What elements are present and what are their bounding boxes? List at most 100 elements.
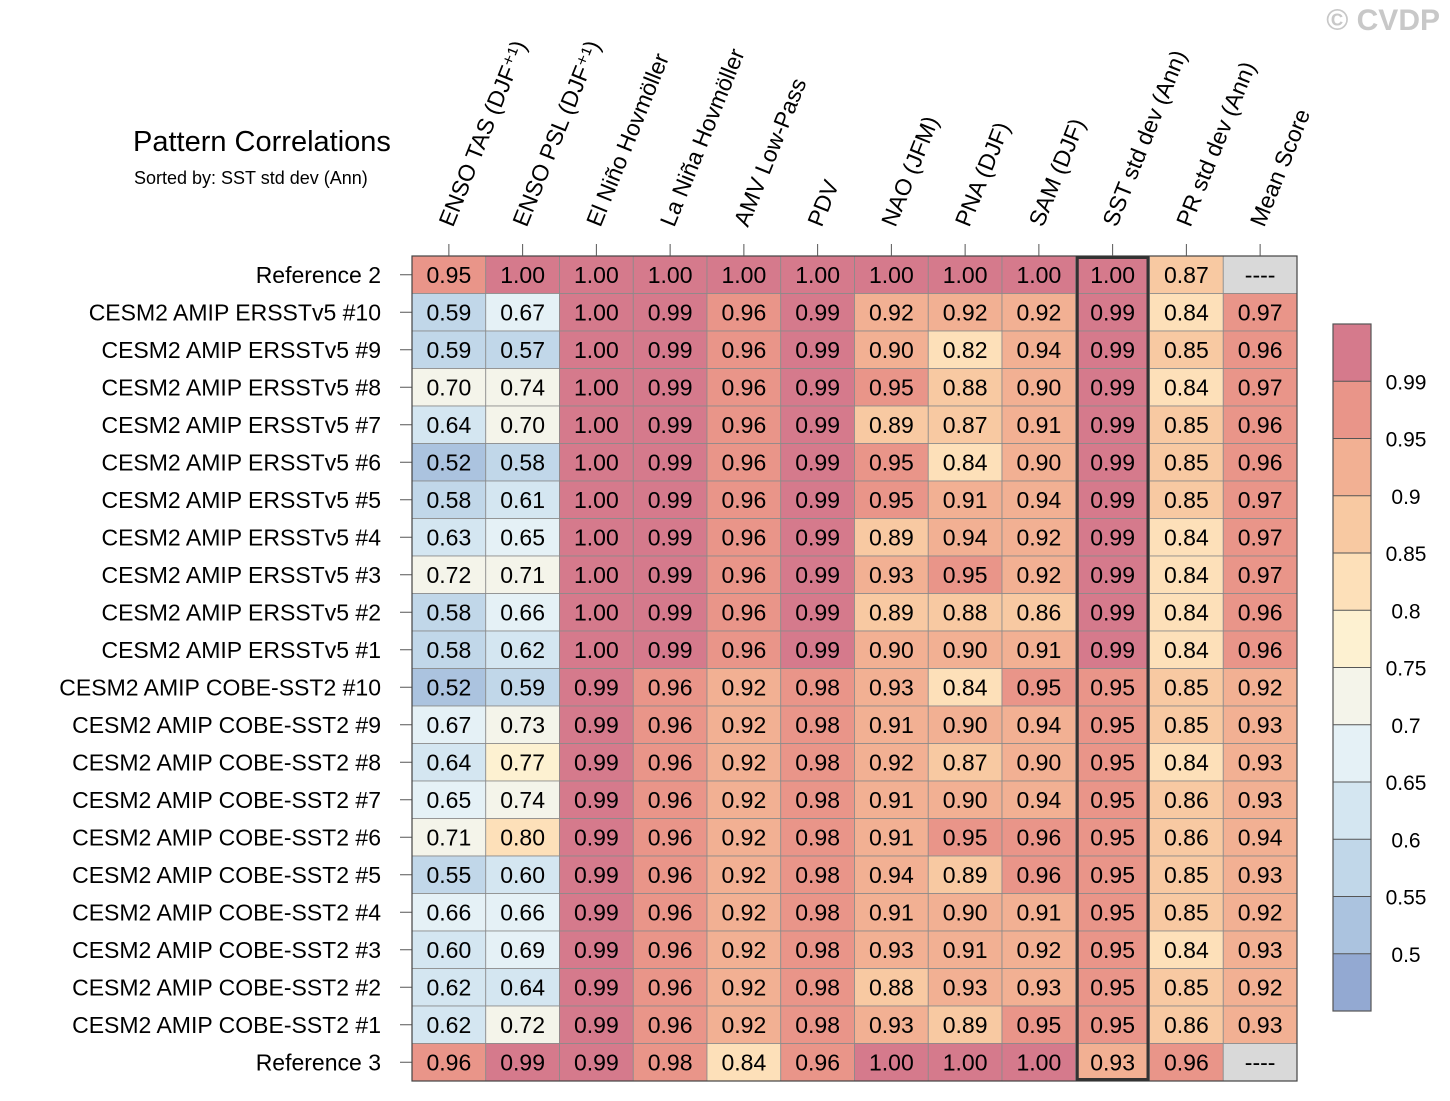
heatmap-cell <box>706 293 782 332</box>
row-label: CESM2 AMIP ERSSTv5 #6 <box>101 449 381 475</box>
cell-value: 0.95 <box>943 824 988 850</box>
cell-value: 1.00 <box>574 637 619 663</box>
cell-value: 0.86 <box>1164 824 1209 850</box>
chart-subtitle: Sorted by: SST std dev (Ann) <box>134 168 368 188</box>
cell-value: 0.99 <box>795 449 840 475</box>
cell-value: 1.00 <box>869 1049 914 1075</box>
heatmap-cell <box>927 968 1003 1007</box>
cell-value: 0.58 <box>426 599 471 625</box>
heatmap-cell <box>854 855 929 894</box>
cell-value: 0.98 <box>795 974 840 1000</box>
cell-value: 0.99 <box>648 374 693 400</box>
heatmap-cell <box>559 780 634 819</box>
cell-value: 0.95 <box>1090 749 1135 775</box>
heatmap-cell <box>632 893 708 932</box>
cell-value: 0.97 <box>1238 374 1283 400</box>
heatmap-cell <box>411 330 487 369</box>
row-label: CESM2 AMIP COBE-SST2 #3 <box>72 937 381 963</box>
cell-value: 0.92 <box>721 712 766 738</box>
heatmap-cell <box>632 293 708 332</box>
cell-value: 0.96 <box>1238 637 1283 663</box>
cell-value: 0.90 <box>1016 749 1061 775</box>
heatmap-cell <box>1222 855 1298 894</box>
row-label: CESM2 AMIP COBE-SST2 #8 <box>72 749 381 775</box>
colorbar-segment <box>1333 438 1371 496</box>
heatmap-cell <box>706 743 782 782</box>
cell-value: 0.95 <box>1090 937 1135 963</box>
heatmap-cell <box>1075 555 1150 594</box>
heatmap-cell <box>927 368 1003 407</box>
cell-value: 0.93 <box>1238 862 1283 888</box>
cell-value: 0.98 <box>648 1049 693 1075</box>
cell-value: 0.66 <box>426 899 471 925</box>
cell-value: 0.71 <box>426 824 471 850</box>
cell-value: 0.96 <box>648 712 693 738</box>
cell-value: 0.99 <box>1090 412 1135 438</box>
heatmap-cell <box>1149 855 1224 894</box>
heatmap-cell <box>559 705 634 744</box>
cell-value: 0.91 <box>869 712 914 738</box>
heatmap-cell <box>411 930 487 969</box>
cell-value: 0.60 <box>500 862 545 888</box>
heatmap-cell <box>854 480 929 519</box>
column-header: PDV <box>802 176 844 230</box>
heatmap-cell <box>559 630 634 669</box>
cell-value: 0.98 <box>795 749 840 775</box>
cell-value: 0.99 <box>574 899 619 925</box>
heatmap-cell <box>927 818 1003 857</box>
cell-value: 0.96 <box>648 937 693 963</box>
row-label: CESM2 AMIP ERSSTv5 #8 <box>101 374 381 400</box>
heatmap-cell <box>1149 705 1224 744</box>
cell-value: 0.99 <box>574 824 619 850</box>
cell-value: 0.92 <box>1016 562 1061 588</box>
heatmap-cell <box>632 255 708 294</box>
cell-value: 0.90 <box>943 787 988 813</box>
cell-value: 0.99 <box>648 562 693 588</box>
cell-value: 0.96 <box>1164 1049 1209 1075</box>
cell-value: 0.99 <box>795 562 840 588</box>
cell-value: 0.96 <box>426 1049 471 1075</box>
heatmap-cell <box>559 480 634 519</box>
heatmap-cell <box>1075 368 1150 407</box>
cell-value: 0.62 <box>426 1012 471 1038</box>
cell-value: 0.99 <box>648 337 693 363</box>
cell-value: 0.89 <box>943 862 988 888</box>
cell-value: 0.96 <box>721 374 766 400</box>
heatmap-cell <box>632 1043 708 1082</box>
colorbar-label: 0.9 <box>1391 486 1420 509</box>
row-label: CESM2 AMIP ERSSTv5 #7 <box>101 412 381 438</box>
cell-value: 0.95 <box>1090 862 1135 888</box>
highlight-column-box <box>1075 256 1150 1081</box>
heatmap-cell <box>706 630 782 669</box>
cell-value: 0.72 <box>426 562 471 588</box>
cell-value: 0.98 <box>795 1012 840 1038</box>
cell-value: 0.70 <box>426 374 471 400</box>
heatmap-cell <box>632 630 708 669</box>
heatmap-cell <box>706 1005 782 1044</box>
cell-value: 0.62 <box>500 637 545 663</box>
colorbar-label: 0.65 <box>1386 772 1427 795</box>
cell-value: 0.57 <box>500 337 545 363</box>
colorbar-label: 0.95 <box>1386 429 1427 452</box>
heatmap-cell <box>559 405 634 444</box>
column-header: PR std dev (Ann) <box>1171 58 1261 230</box>
heatmap-cell <box>1075 518 1150 557</box>
heatmap-cell <box>632 330 708 369</box>
cell-value: 0.96 <box>721 599 766 625</box>
cell-value: 0.92 <box>869 749 914 775</box>
heatmap-cell <box>1001 555 1077 594</box>
colorbar-segment <box>1333 610 1371 668</box>
cell-value: 1.00 <box>943 1049 988 1075</box>
heatmap-cell <box>927 255 1003 294</box>
cell-value: 0.64 <box>500 974 545 1000</box>
cell-value: 0.99 <box>1090 449 1135 475</box>
cell-value: 0.99 <box>1090 337 1135 363</box>
heatmap-cell <box>1001 930 1077 969</box>
cell-value: 0.70 <box>500 412 545 438</box>
cell-value: 0.96 <box>1238 412 1283 438</box>
heatmap-cell <box>706 330 782 369</box>
row-label: CESM2 AMIP ERSSTv5 #3 <box>101 562 381 588</box>
heatmap-cell <box>632 1005 708 1044</box>
cell-value: 0.94 <box>869 862 914 888</box>
